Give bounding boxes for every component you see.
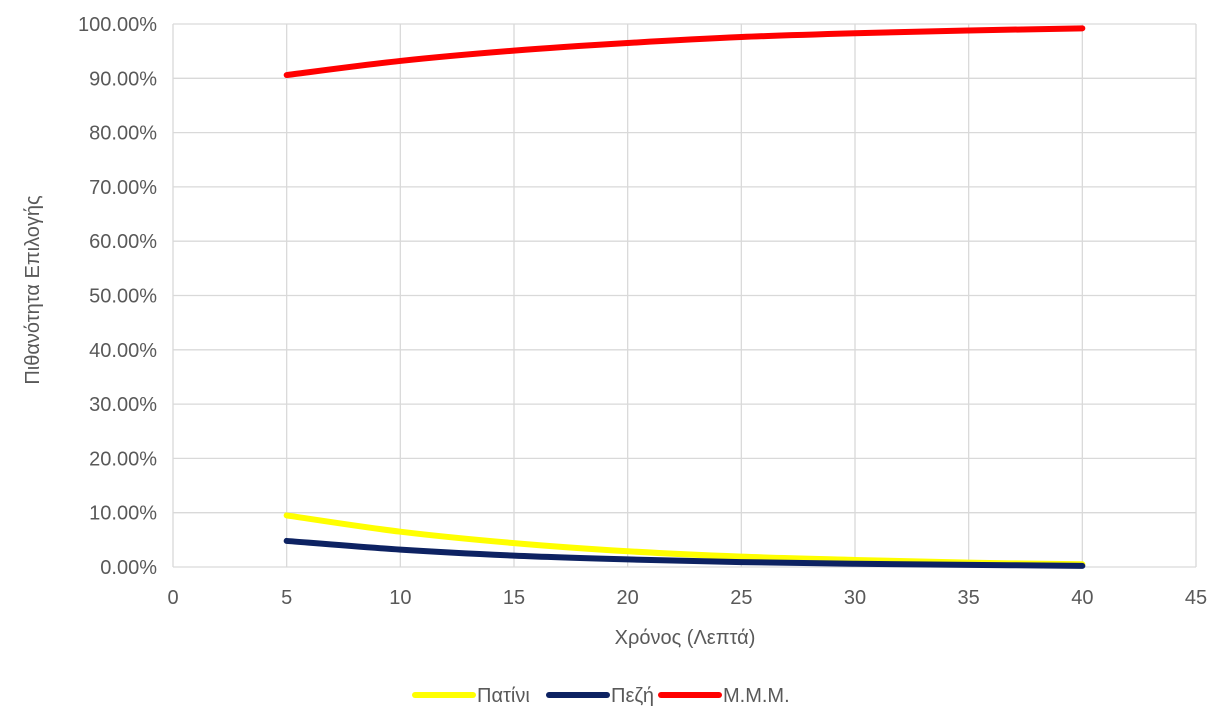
grid bbox=[172, 23, 1197, 568]
series-lines bbox=[283, 25, 1086, 569]
y-tick-label: 40.00% bbox=[89, 340, 157, 362]
y-tick-label: 60.00% bbox=[89, 231, 157, 253]
y-tick-label: 50.00% bbox=[89, 286, 157, 308]
x-tick-label: 35 bbox=[958, 587, 980, 609]
y-axis-title: Πιθανότητα Επιλογής bbox=[22, 195, 44, 385]
y-tick-label: 30.00% bbox=[89, 394, 157, 416]
series-line-1 bbox=[283, 537, 1086, 569]
x-tick-label: 10 bbox=[389, 587, 411, 609]
x-tick-label: 30 bbox=[844, 587, 866, 609]
x-tick-label: 20 bbox=[617, 587, 639, 609]
y-tick-label: 70.00% bbox=[89, 177, 157, 199]
legend-label-2: Μ.Μ.Μ. bbox=[723, 685, 790, 707]
y-tick-label: 90.00% bbox=[89, 68, 157, 90]
series-line-0 bbox=[283, 512, 1086, 568]
legend-label-1: Πεζή bbox=[611, 685, 654, 707]
x-tick-label: 15 bbox=[503, 587, 525, 609]
legend: Πατίνι Πεζή Μ.Μ.Μ. bbox=[412, 685, 790, 707]
x-tick-label: 5 bbox=[281, 587, 292, 609]
x-axis-title: Χρόνος (Λεπτά) bbox=[615, 627, 756, 649]
legend-label-0: Πατίνι bbox=[477, 685, 530, 707]
series-line-2 bbox=[283, 25, 1086, 79]
x-axis-ticks: 0 5 10 15 20 25 30 35 40 45 bbox=[167, 587, 1207, 609]
y-tick-label: 0.00% bbox=[100, 557, 157, 579]
y-tick-label: 80.00% bbox=[89, 123, 157, 145]
y-axis-ticks: 0.00% 10.00% 20.00% 30.00% 40.00% 50.00% 60.00… bbox=[78, 14, 157, 579]
x-tick-label: 45 bbox=[1185, 587, 1207, 609]
x-tick-label: 40 bbox=[1071, 587, 1093, 609]
y-tick-label: 10.00% bbox=[89, 503, 157, 525]
x-tick-label: 25 bbox=[730, 587, 752, 609]
x-tick-label: 0 bbox=[167, 587, 178, 609]
y-tick-label: 100.00% bbox=[78, 14, 157, 36]
y-tick-label: 20.00% bbox=[89, 448, 157, 470]
